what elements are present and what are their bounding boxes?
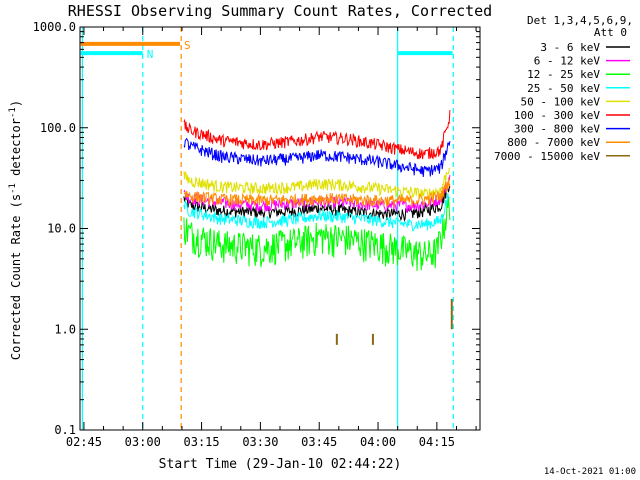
y-tick-label: 1.0 (54, 322, 76, 336)
legend-header: Det 1,3,4,5,6,9, (527, 14, 633, 27)
series-line (183, 137, 451, 178)
chart-title: RHESSI Observing Summary Count Rates, Co… (68, 2, 492, 20)
x-tick-label: 04:15 (419, 435, 455, 449)
legend-entry-label: 800 - 7000 keV (507, 136, 600, 149)
x-tick-label: 03:45 (301, 435, 337, 449)
axes: 02:45 03:00 03:15 03:30 03:45 04:00 04:15 0.1 1.… (33, 20, 480, 449)
x-tick-label: 03:30 (242, 435, 278, 449)
legend-entry-label: 50 - 100 keV (521, 95, 601, 108)
state-bar-label: S (184, 39, 191, 52)
legend-entry-label: 6 - 12 keV (534, 55, 601, 68)
y-tick-label: 0.1 (54, 423, 76, 437)
y-axis-label: Corrected Count Rate (s-1 detector-1) (8, 100, 23, 360)
plot-series (183, 109, 451, 272)
legend-entry-label: 7000 - 15000 keV (494, 150, 600, 163)
y-tick-label: 100.0 (40, 121, 76, 135)
y-tick-label: 1000.0 (33, 20, 76, 34)
x-tick-label: 04:00 (360, 435, 396, 449)
legend-entry-label: 25 - 50 keV (527, 82, 600, 95)
legend-entry-label: 300 - 800 keV (514, 123, 600, 136)
series-line (183, 193, 451, 232)
attenuator-bars: NS (80, 39, 453, 61)
plot-frame (79, 26, 481, 431)
series-line (183, 167, 451, 200)
x-tick-label: 03:15 (184, 435, 220, 449)
x-axis-label: Start Time (29-Jan-10 02:44:22) (159, 457, 402, 472)
x-tick-label: 02:45 (66, 435, 102, 449)
legend-entry-label: 12 - 25 keV (527, 68, 600, 81)
footer-timestamp: 14-Oct-2021 01:00 (544, 467, 636, 477)
series-line (183, 196, 451, 272)
instrument-state-lines (81, 27, 454, 430)
y-tick-label: 10.0 (47, 222, 76, 236)
series-spikes (335, 298, 453, 345)
series-line (183, 177, 451, 208)
legend-entry-label: 100 - 300 keV (514, 109, 600, 122)
state-bar-label: N (147, 48, 154, 61)
legend-entry-label: 3 - 6 keV (540, 41, 600, 54)
legend-header: Att 0 (594, 26, 627, 39)
x-tick-label: 03:00 (125, 435, 161, 449)
series-line (183, 109, 451, 160)
